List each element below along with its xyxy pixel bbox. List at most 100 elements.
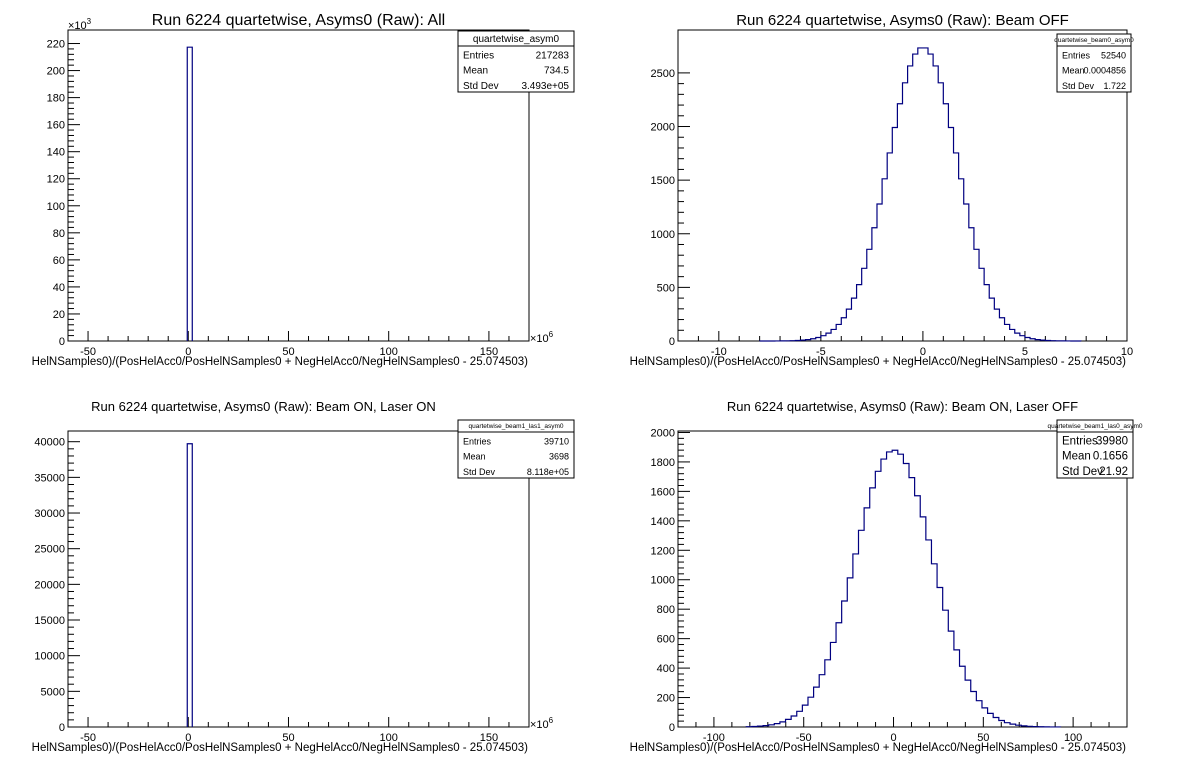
- y-tick-label: 180: [47, 93, 65, 105]
- x-tick-label: 10: [1121, 346, 1133, 358]
- y-tick-label: 20000: [34, 579, 65, 591]
- stats-row-label: Std Dev: [1062, 81, 1095, 91]
- stats-box: [457, 419, 575, 479]
- x-tick-label: -5: [816, 346, 826, 358]
- stats-row-value: 734.5: [544, 66, 569, 77]
- y-tick-label: 2000: [651, 427, 675, 439]
- histogram-bars: [186, 46, 193, 341]
- x-tick-label: -100: [703, 732, 725, 744]
- x-tick-label: 50: [977, 732, 989, 744]
- x-tick-label: 100: [380, 732, 398, 744]
- stats-row-value: 52540: [1101, 50, 1126, 60]
- y-tick-label: 15000: [34, 615, 65, 627]
- stats-row-label: Mean: [463, 66, 488, 77]
- y-tick-label: 2500: [651, 68, 675, 80]
- y-tick-label: 35000: [34, 472, 65, 484]
- stats-row-value: 39710: [544, 436, 569, 446]
- stats-row-value: 0.1656: [1093, 451, 1128, 463]
- x-tick-label: 50: [282, 346, 294, 358]
- y-tick-label: 80: [53, 228, 65, 240]
- y-tick-label: 140: [47, 147, 65, 159]
- y-tick-label: 1500: [651, 175, 675, 187]
- stats-row-value: 217283: [536, 50, 570, 61]
- x-tick-label: 0: [920, 346, 926, 358]
- x-tick-label: 5: [1022, 346, 1028, 358]
- stats-row-value: 0.0004856: [1083, 66, 1126, 76]
- y-tick-label: 25000: [34, 544, 65, 556]
- histogram-bars: [745, 449, 1062, 728]
- y-tick-label: 100: [47, 201, 65, 213]
- x-tick-label: 100: [1064, 732, 1082, 744]
- stats-box-name: quartetwise_beam1_las0_asym0: [1047, 423, 1142, 430]
- x-tick-label: 150: [480, 346, 498, 358]
- stats-row-label: Mean: [1062, 451, 1091, 463]
- panel-title: Run 6224 quartetwise, Asyms0 (Raw): Beam…: [91, 399, 436, 414]
- y-tick-label: 20: [53, 309, 65, 321]
- stats-box: [457, 30, 575, 93]
- plot-frame: [67, 29, 530, 342]
- y-tick-label: 1000: [651, 229, 675, 241]
- stats-row-value: 3698: [549, 452, 569, 462]
- x-tick-label: -10: [711, 346, 727, 358]
- histogram-bars: [186, 443, 193, 727]
- y-tick-label: 200: [47, 66, 65, 78]
- histogram-panel-3: Run 6224 quartetwise, Asyms0 (Raw): Beam…: [32, 399, 575, 754]
- histogram-panel-2: Run 6224 quartetwise, Asyms0 (Raw): Beam…: [630, 12, 1134, 368]
- x-tick-label: 0: [185, 346, 191, 358]
- x-axis-title: HelNSamples0)/(PosHelAcc0/PosHelNSamples…: [32, 356, 528, 368]
- y-tick-label: 0: [59, 722, 65, 734]
- stats-row-value: 39980: [1096, 435, 1128, 447]
- stats-row-label: Entries: [1062, 435, 1098, 447]
- y-tick-label: 1600: [651, 486, 675, 498]
- stats-box-name: quartetwise_asym0: [473, 34, 560, 45]
- y-tick-label: 220: [47, 39, 65, 51]
- y-tick-label: 400: [657, 663, 675, 675]
- x-tick-label: -50: [80, 732, 96, 744]
- y-axis-multiplier: ×103: [68, 17, 92, 32]
- histogram-bars: [759, 47, 1082, 342]
- stats-row-value: 3.493e+05: [521, 81, 569, 92]
- panel-title: Run 6224 quartetwise, Asyms0 (Raw): Beam…: [727, 399, 1078, 414]
- stats-row-value: 21.92: [1099, 466, 1128, 478]
- y-tick-label: 120: [47, 174, 65, 186]
- y-tick-label: 800: [657, 604, 675, 616]
- stats-row-label: Entries: [1062, 50, 1091, 60]
- x-tick-label: -50: [80, 346, 96, 358]
- y-tick-label: 60: [53, 255, 65, 267]
- x-axis-multiplier: ×106: [530, 330, 554, 345]
- stats-box: [1056, 33, 1132, 93]
- y-tick-label: 500: [657, 282, 675, 294]
- y-tick-label: 2000: [651, 122, 675, 134]
- histogram-panel-1: Run 6224 quartetwise, Asyms0 (Raw): All 0…: [32, 12, 575, 368]
- stats-row-label: Std Dev: [1062, 466, 1103, 478]
- y-tick-label: 40000: [34, 437, 65, 449]
- x-axis-title: HelNSamples0)/(PosHelAcc0/PosHelNSamples…: [630, 356, 1126, 368]
- x-tick-label: 0: [185, 732, 191, 744]
- x-tick-label: 100: [380, 346, 398, 358]
- y-tick-label: 0: [669, 722, 675, 734]
- stats-row-value: 1.722: [1103, 81, 1126, 91]
- histogram-panel-4: Run 6224 quartetwise, Asyms0 (Raw): Beam…: [630, 399, 1143, 754]
- stats-row-label: Mean: [1062, 66, 1085, 76]
- x-tick-label: 150: [480, 732, 498, 744]
- y-tick-label: 0: [669, 336, 675, 348]
- y-tick-label: 1200: [651, 545, 675, 557]
- stats-row-label: Mean: [463, 452, 486, 462]
- y-tick-label: 10000: [34, 651, 65, 663]
- x-tick-label: 0: [890, 732, 896, 744]
- stats-box-name: quartetwise_beam1_las1_asym0: [468, 423, 563, 430]
- x-axis-title: HelNSamples0)/(PosHelAcc0/PosHelNSamples…: [32, 742, 528, 754]
- stats-row-label: Std Dev: [463, 467, 496, 477]
- plot-frame: [67, 430, 530, 728]
- stats-row-label: Std Dev: [463, 81, 499, 92]
- y-tick-label: 1800: [651, 457, 675, 469]
- y-tick-label: 1000: [651, 575, 675, 587]
- y-tick-label: 30000: [34, 508, 65, 520]
- stats-row-value: 8.118e+05: [527, 467, 569, 477]
- y-tick-label: 40: [53, 282, 65, 294]
- x-axis-title: HelNSamples0)/(PosHelAcc0/PosHelNSamples…: [630, 742, 1126, 754]
- y-tick-label: 160: [47, 120, 65, 132]
- x-tick-label: 50: [282, 732, 294, 744]
